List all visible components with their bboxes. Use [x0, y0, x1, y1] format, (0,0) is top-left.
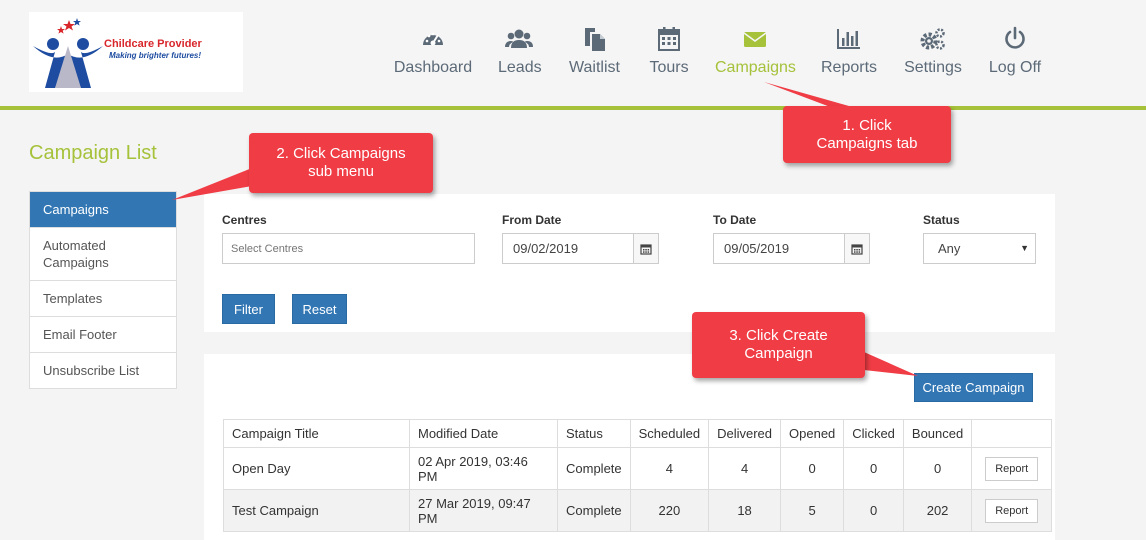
campaign-table: Campaign Title Modified Date Status Sche…	[223, 419, 1053, 532]
filter-button[interactable]: Filter	[222, 294, 275, 324]
nav-tours[interactable]: Tours	[648, 26, 690, 86]
status-select-value: Any	[938, 241, 961, 256]
cell-clicked: 0	[843, 489, 904, 532]
filter-panel: Centres From Date 09/02/2019 To Date 09/…	[204, 194, 1055, 332]
cell-scheduled: 220	[629, 489, 710, 532]
status-select[interactable]: Any ▼	[923, 233, 1036, 264]
col-modified-date[interactable]: Modified Date	[409, 419, 558, 448]
calendar-icon	[658, 27, 680, 51]
campaign-list-panel: Create Campaign Campaign Title Modified …	[204, 354, 1055, 540]
calendar-icon[interactable]	[844, 234, 869, 263]
to-date-field[interactable]: 09/05/2019	[713, 233, 870, 264]
cell-bounced: 202	[902, 489, 973, 532]
sidebar-item-unsubscribe-list[interactable]: Unsubscribe List	[43, 363, 140, 378]
nav-label: Leads	[498, 59, 542, 76]
logo-figures-icon	[33, 18, 103, 88]
from-date-label: From Date	[502, 213, 562, 227]
cell-action: Report	[971, 447, 1053, 490]
col-status[interactable]: Status	[557, 419, 631, 448]
cell-status: Complete	[557, 447, 631, 490]
nav-dashboard[interactable]: Dashboard	[393, 26, 473, 86]
col-bounced[interactable]: Bounced	[902, 419, 973, 448]
app-header: Childcare Provider Making brighter futur…	[0, 0, 1146, 110]
to-date-label: To Date	[713, 213, 757, 227]
logo-tagline: Making brighter futures!	[109, 51, 202, 60]
nav-label: Reports	[820, 59, 878, 76]
nav-label: Settings	[904, 59, 962, 76]
from-date-field[interactable]: 09/02/2019	[502, 233, 659, 264]
create-campaign-button[interactable]: Create Campaign	[914, 373, 1033, 402]
logo-company-name: Childcare Provider	[104, 38, 202, 50]
envelope-icon	[743, 32, 767, 47]
reset-button[interactable]: Reset	[292, 294, 347, 324]
page-title: Campaign List	[29, 142, 157, 164]
col-delivered[interactable]: Delivered	[708, 419, 782, 448]
table-header-row: Campaign Title Modified Date Status Sche…	[223, 419, 1053, 448]
report-button[interactable]: Report	[985, 498, 1039, 523]
sidebar-item-campaigns[interactable]: Campaigns	[30, 192, 176, 228]
cell-opened: 5	[780, 489, 845, 532]
sidebar-item-templates[interactable]: Templates	[30, 281, 176, 317]
col-scheduled[interactable]: Scheduled	[629, 419, 710, 448]
status-label: Status	[923, 213, 960, 227]
nav-label: Dashboard	[393, 59, 473, 76]
sidebar-menu: Campaigns Automated Campaigns Templates …	[29, 191, 177, 389]
users-icon	[505, 29, 533, 48]
cell-action: Report	[971, 489, 1053, 532]
cell-status: Complete	[557, 489, 631, 532]
to-date-value[interactable]: 09/05/2019	[724, 241, 790, 256]
cell-delivered: 18	[708, 489, 782, 532]
cell-title: Open Day	[223, 447, 410, 490]
nav-label: Log Off	[988, 59, 1042, 76]
cell-modified: 02 Apr 2019, 03:46 PM	[409, 447, 558, 490]
nav-log-off[interactable]: Log Off	[988, 26, 1042, 86]
col-opened[interactable]: Opened	[780, 419, 845, 448]
bar-chart-icon	[837, 29, 860, 49]
annotation-step-1: 1. Click Campaigns tab	[783, 106, 951, 163]
nav-label: Tours	[649, 59, 689, 76]
annotation-step-3: 3. Click Create Campaign	[692, 312, 865, 378]
gears-icon	[920, 28, 945, 50]
cell-opened: 0	[780, 447, 845, 490]
col-clicked[interactable]: Clicked	[843, 419, 904, 448]
calendar-icon[interactable]	[633, 234, 658, 263]
cell-bounced: 0	[902, 447, 973, 490]
nav-leads[interactable]: Leads	[498, 26, 542, 86]
nav-campaigns[interactable]: Campaigns	[715, 26, 796, 86]
from-date-value[interactable]: 09/02/2019	[513, 241, 579, 256]
annotation-step-2: 2. Click Campaigns sub menu	[249, 133, 433, 193]
nav-waitlist[interactable]: Waitlist	[566, 26, 623, 86]
centres-label: Centres	[222, 213, 267, 227]
table-row: Test Campaign 27 Mar 2019, 09:47 PM Comp…	[223, 489, 1053, 532]
nav-label: Campaigns	[715, 59, 796, 76]
sidebar-item-email-footer[interactable]: Email Footer	[30, 317, 176, 353]
power-icon	[1005, 26, 1025, 49]
dashboard-gauge-icon	[423, 32, 443, 46]
files-icon	[584, 28, 605, 51]
nav-label: Waitlist	[569, 59, 620, 76]
cell-modified: 27 Mar 2019, 09:47 PM	[409, 489, 558, 532]
nav-settings[interactable]: Settings	[903, 26, 963, 86]
cell-clicked: 0	[843, 447, 904, 490]
sidebar-item-automated-campaigns[interactable]: Automated Campaigns	[30, 228, 176, 281]
report-button[interactable]: Report	[985, 456, 1039, 481]
col-actions	[971, 419, 1053, 448]
col-campaign-title[interactable]: Campaign Title	[223, 419, 410, 448]
caret-down-icon: ▼	[1020, 243, 1029, 253]
nav-reports[interactable]: Reports	[820, 26, 878, 86]
table-row: Open Day 02 Apr 2019, 03:46 PM Complete …	[223, 447, 1053, 490]
cell-delivered: 4	[708, 447, 782, 490]
cell-title: Test Campaign	[223, 489, 410, 532]
centres-input[interactable]	[222, 233, 475, 264]
company-logo[interactable]: Childcare Provider Making brighter futur…	[29, 12, 243, 92]
